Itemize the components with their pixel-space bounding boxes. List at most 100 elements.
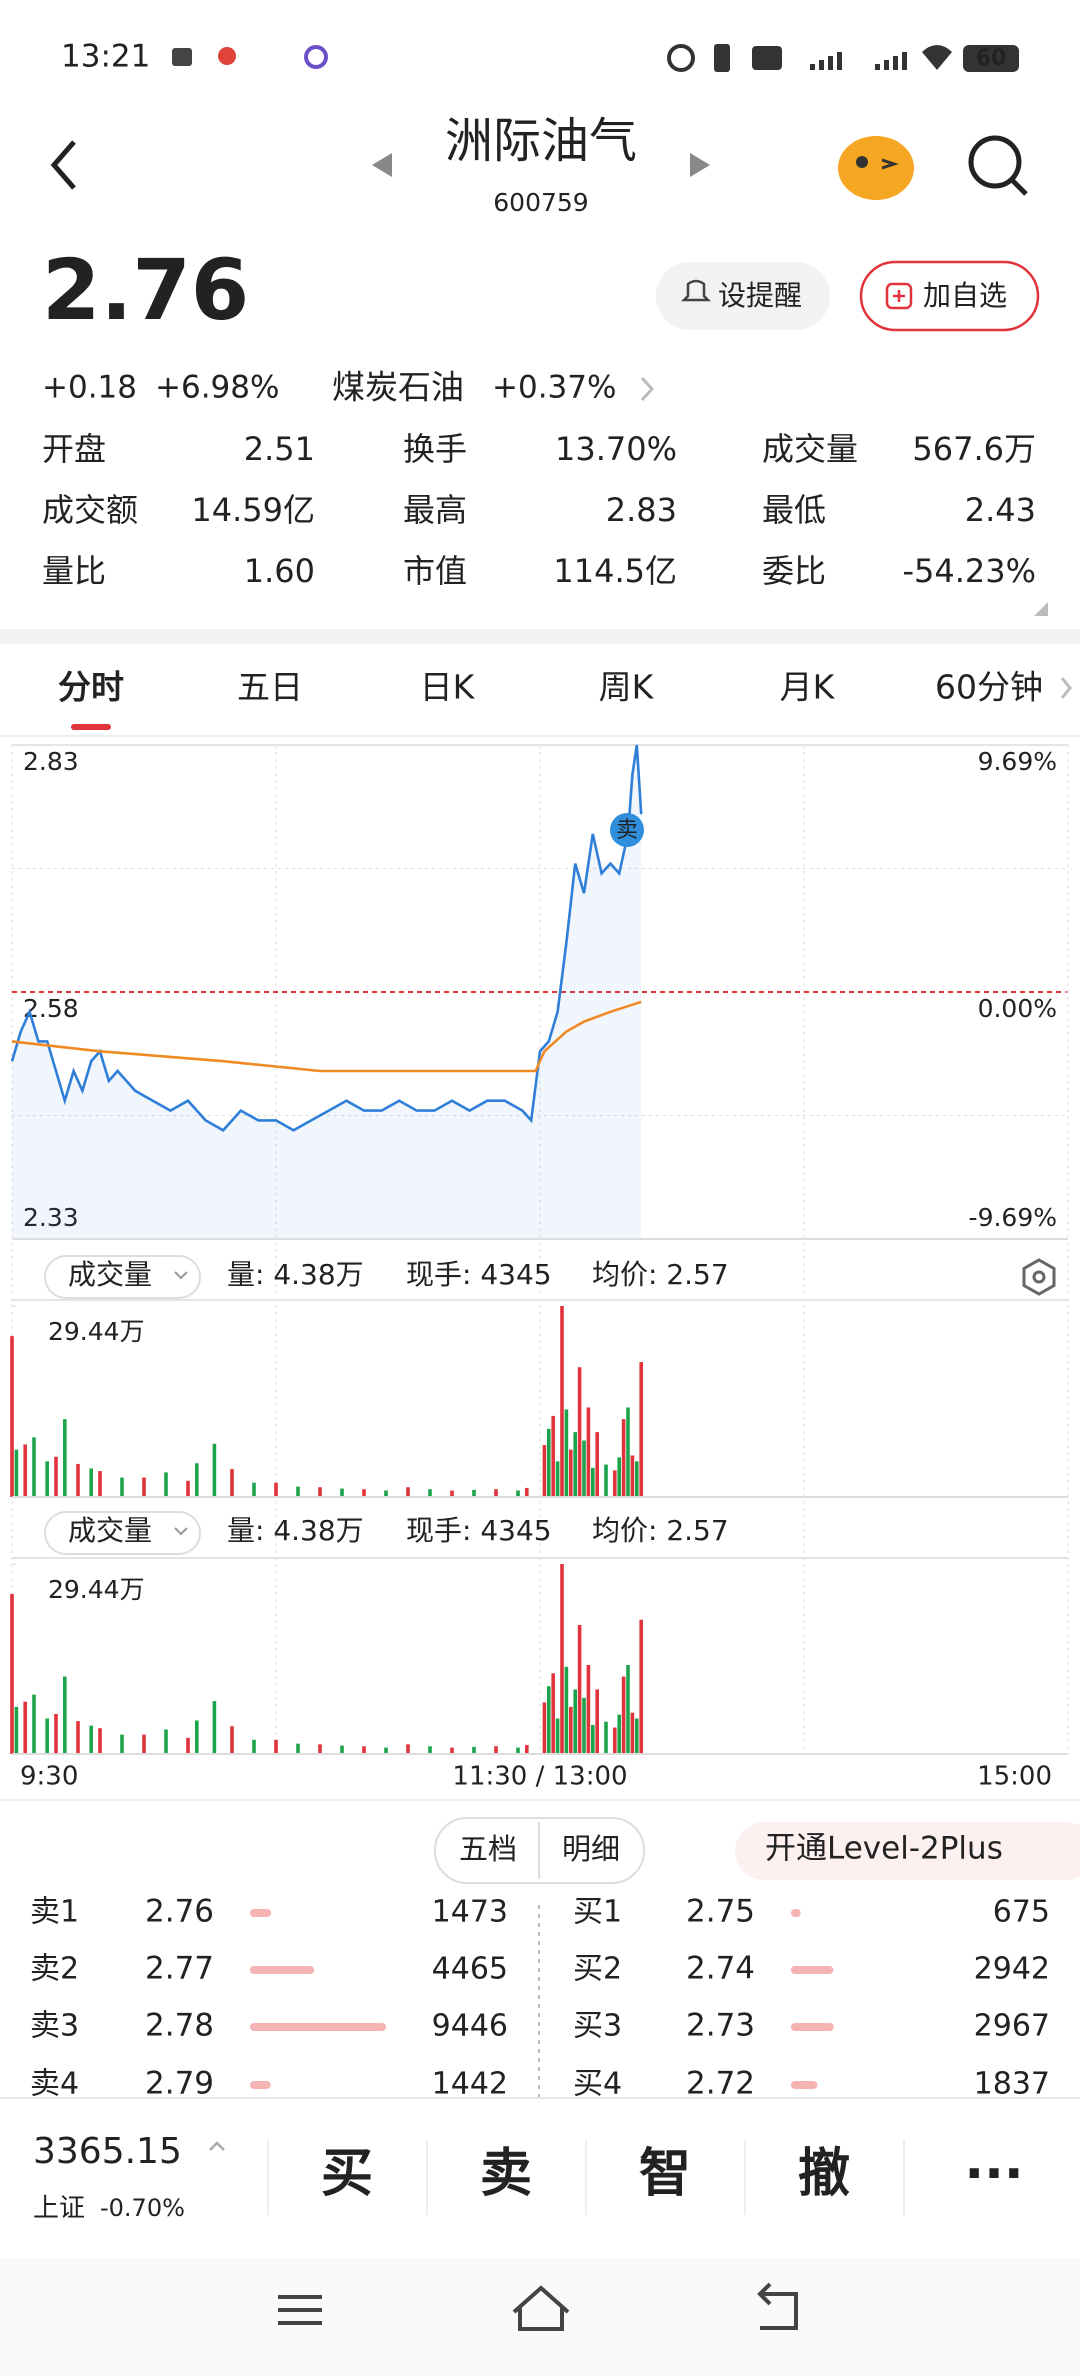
change: +0.18 [42, 370, 137, 406]
level2-button[interactable] [735, 1822, 1080, 1880]
volume-bar [630, 1455, 635, 1497]
stat-value: 567.6万 [912, 430, 1036, 468]
trade-action[interactable]: ··· [964, 2144, 1023, 2204]
book-volume: 1837 [974, 2067, 1050, 2102]
chart-tab[interactable]: 月K [780, 668, 836, 707]
volume-bar [551, 1415, 555, 1497]
volume-bar [617, 1714, 621, 1754]
avg-price: 均价: 2.57 [592, 1514, 729, 1547]
chart-tab[interactable]: 分时 [58, 668, 124, 707]
book-volume-bar [791, 2023, 834, 2031]
next-stock[interactable] [690, 153, 710, 177]
dropdown-arrow [174, 1271, 188, 1280]
volume-bar [613, 1470, 617, 1497]
volume-bar [621, 1419, 626, 1497]
book-volume-bar [250, 2081, 271, 2089]
volume-bar [516, 1747, 520, 1754]
volume-selector[interactable] [44, 1255, 201, 1299]
book-volume: 4465 [432, 1952, 508, 1987]
alert-button[interactable] [656, 262, 830, 330]
book-volume-bar [791, 1909, 801, 1917]
expand-corner[interactable] [1034, 602, 1048, 616]
book-volume-bar [250, 2023, 386, 2031]
back-button[interactable] [50, 140, 76, 190]
volume-bar [472, 1746, 476, 1754]
book-level: 卖3 [30, 2009, 79, 2044]
book-tab[interactable]: 五档 [459, 1832, 517, 1866]
volume-bar [164, 1472, 168, 1497]
volume-bar [560, 1306, 564, 1497]
sector-change: +0.37% [492, 370, 616, 406]
status-time: 13:21 [61, 39, 150, 75]
plus-icon [893, 290, 905, 302]
y-tick-label: 2.33 [23, 1203, 79, 1232]
volume-bar [639, 1362, 643, 1497]
book-price: 2.77 [145, 1951, 214, 1987]
chart-tab[interactable]: 60分钟 [935, 668, 1043, 707]
volume-bar [120, 1734, 124, 1754]
stat-label: 市值 [403, 552, 467, 590]
book-volume: 1473 [432, 1895, 508, 1930]
prev-stock[interactable] [372, 153, 392, 177]
volume-bar [274, 1739, 278, 1754]
volume-bar [54, 1713, 58, 1754]
home-button[interactable] [512, 2285, 570, 2331]
volume-bar [630, 1712, 635, 1754]
search-button[interactable] [968, 135, 1028, 196]
volume-bar [555, 1461, 560, 1497]
volume-bar [23, 1444, 27, 1497]
bell-icon [680, 279, 712, 302]
x-tick-label: 9:30 [20, 1762, 78, 1792]
volume-bar [577, 1367, 582, 1497]
plus-icon [885, 282, 913, 310]
trade-action[interactable]: 卖 [480, 2144, 532, 2204]
book-tab[interactable]: 明细 [562, 1832, 620, 1866]
dropdown-arrow [174, 1527, 188, 1536]
menu-button[interactable] [278, 2295, 322, 2325]
avg-line [11, 1000, 642, 1073]
volume-bar [54, 1456, 58, 1497]
volume-bar [516, 1490, 520, 1497]
volume-bar [582, 1440, 586, 1497]
back-nav-button[interactable] [757, 2282, 798, 2330]
stat-label: 换手 [403, 430, 467, 468]
volume-bar [76, 1721, 80, 1754]
mascot[interactable] [838, 136, 914, 200]
volume-bar [32, 1694, 36, 1754]
volume-bar [252, 1482, 256, 1497]
stat-label: 量比 [42, 552, 106, 590]
y-tick-label: 2.83 [23, 747, 79, 776]
trade-action[interactable]: 撤 [798, 2144, 850, 2204]
book-price: 2.78 [145, 2008, 214, 2044]
volume-bar [626, 1407, 630, 1497]
book-volume: 1442 [432, 2067, 508, 2102]
chart-tab[interactable]: 周K [599, 668, 655, 707]
trade-action[interactable]: 智 [639, 2144, 691, 2204]
volume-bar [494, 1746, 498, 1754]
volume-bar [613, 1727, 617, 1754]
bottom-bar [0, 2098, 1080, 2258]
chart-tab[interactable]: 日K [420, 668, 476, 707]
volume-bar [186, 1737, 190, 1754]
volume-selector[interactable] [44, 1511, 201, 1555]
trade-action[interactable]: 买 [321, 2144, 373, 2204]
settings-icon[interactable] [1022, 1258, 1056, 1296]
volume-bar [586, 1407, 591, 1497]
volume-bar [547, 1428, 551, 1497]
book-level: 买1 [573, 1895, 622, 1930]
volume-bar [23, 1701, 27, 1754]
book-volume: 2967 [974, 2009, 1050, 2044]
volume-bar [573, 1432, 577, 1497]
volume-bar [362, 1489, 366, 1497]
volume-bar [340, 1745, 344, 1754]
volume-bar [212, 1701, 217, 1754]
stock-name: 洲际油气 [445, 113, 637, 169]
volume-bar [142, 1477, 146, 1497]
book-price: 2.76 [145, 1894, 214, 1930]
book-volume-bar [250, 1909, 272, 1917]
chart-tab[interactable]: 五日 [237, 668, 303, 707]
watchlist-button[interactable] [859, 260, 1040, 332]
chevron [1060, 677, 1072, 699]
volume-bar [384, 1747, 388, 1754]
volume-bar [591, 1724, 595, 1754]
